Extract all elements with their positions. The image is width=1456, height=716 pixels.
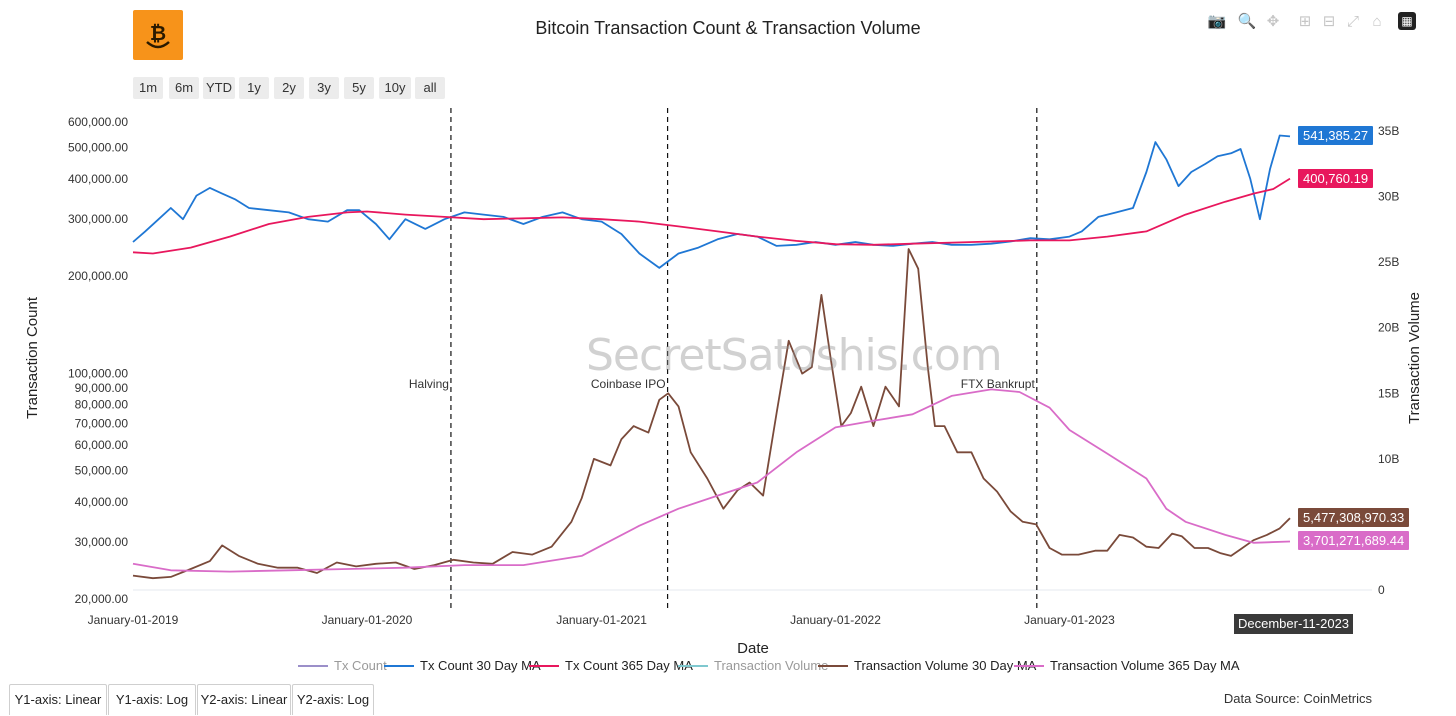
range-button-3y[interactable]: 3y <box>309 77 339 99</box>
end-label-tx-count-365-day-ma: 400,760.19 <box>1298 168 1374 188</box>
range-button-2y[interactable]: 2y <box>274 77 304 99</box>
end-label-transaction-volume-30-day-ma: 5,477,308,970.33 <box>1298 508 1410 528</box>
zoom-icon[interactable]: 🔍 <box>1237 13 1257 30</box>
plotly-logo-icon[interactable]: ▦ <box>1398 12 1416 30</box>
y2-tick-label: 25B <box>1378 255 1399 269</box>
x-tick-label: January-01-2022 <box>790 613 881 627</box>
range-button-1m[interactable]: 1m <box>133 77 163 99</box>
y1-tick-label: 20,000.00 <box>75 592 129 606</box>
logo: ₿ <box>133 10 183 60</box>
legend-swatch <box>298 664 328 667</box>
axis-tab-y1-axis-linear[interactable]: Y1-axis: Linear <box>9 684 107 715</box>
legend-item-transaction-volume-365-day-ma[interactable]: Transaction Volume 365 Day MA <box>1014 658 1240 673</box>
y1-axis-title: Transaction Count <box>24 296 41 419</box>
y2-tick-label: 15B <box>1378 386 1399 400</box>
autoscale-icon[interactable]: ⤢ <box>1346 12 1359 30</box>
legend-item-transaction-volume-30-day-ma[interactable]: Transaction Volume 30 Day MA <box>818 658 1036 673</box>
axis-tab-y1-axis-log[interactable]: Y1-axis: Log <box>108 684 196 715</box>
legend-label: Tx Count 365 Day MA <box>565 658 693 673</box>
range-button-ytd[interactable]: YTD <box>203 77 235 99</box>
legend-label: Transaction Volume <box>714 658 829 673</box>
legend: Tx Count Tx Count 30 Day MA Tx Count 365 D… <box>0 656 1456 676</box>
y1-tick-label: 80,000.00 <box>75 398 129 412</box>
range-button-5y[interactable]: 5y <box>344 77 374 99</box>
range-button-all[interactable]: all <box>415 77 445 99</box>
annotation-label: Coinbase IPO <box>591 377 666 391</box>
range-button-10y[interactable]: 10y <box>379 77 411 99</box>
y1-tick-label: 40,000.00 <box>75 495 129 509</box>
pan-icon[interactable]: ✥ <box>1266 13 1280 30</box>
y1-tick-label: 60,000.00 <box>75 438 129 452</box>
zoom-in-icon[interactable]: ⊞ <box>1298 13 1312 30</box>
annotation-label: Halving <box>409 377 449 391</box>
hover-date-label: December-11-2023 <box>1234 614 1354 634</box>
y1-tick-label: 50,000.00 <box>75 463 129 477</box>
legend-swatch <box>678 664 708 667</box>
y2-tick-label: 35B <box>1378 124 1399 138</box>
axis-tab-y2-axis-log[interactable]: Y2-axis: Log <box>292 684 374 715</box>
y2-tick-label: 0 <box>1378 583 1385 597</box>
y1-tick-label: 500,000.00 <box>68 141 128 155</box>
range-button-1y[interactable]: 1y <box>239 77 269 99</box>
y2-tick-label: 10B <box>1378 452 1399 466</box>
y1-tick-label: 30,000.00 <box>75 535 129 549</box>
y1-tick-label: 400,000.00 <box>68 172 128 186</box>
legend-item-tx-count[interactable]: Tx Count <box>298 658 387 673</box>
end-label-tx-count-30-day-ma: 541,385.27 <box>1298 126 1374 146</box>
y1-tick-label: 90,000.00 <box>75 381 129 395</box>
y1-tick-label: 600,000.00 <box>68 115 128 129</box>
y1-tick-label: 200,000.00 <box>68 269 128 283</box>
end-label-transaction-volume-365-day-ma: 3,701,271,689.44 <box>1298 531 1410 551</box>
legend-item-tx-count-365-day-ma[interactable]: Tx Count 365 Day MA <box>529 658 693 673</box>
legend-item-tx-count-30-day-ma[interactable]: Tx Count 30 Day MA <box>384 658 541 673</box>
annotation-label: FTX Bankrupt <box>961 377 1036 391</box>
series-line-tx-count-365-day-ma[interactable] <box>132 177 1291 255</box>
y2-tick-label: 20B <box>1378 321 1399 335</box>
zoom-out-icon[interactable]: ⊟ <box>1322 13 1336 30</box>
series-line-transaction-volume-30-day-ma[interactable] <box>132 248 1291 580</box>
y2-axis-title: Transaction Volume <box>1406 292 1423 424</box>
legend-swatch <box>384 664 414 667</box>
series-line-transaction-volume-365-day-ma[interactable] <box>132 388 1291 573</box>
series-line-tx-count-30-day-ma[interactable] <box>132 134 1291 269</box>
legend-label: Tx Count <box>334 658 387 673</box>
x-tick-label: January-01-2021 <box>556 613 647 627</box>
camera-icon[interactable]: 📷 <box>1207 13 1227 30</box>
range-button-6m[interactable]: 6m <box>169 77 199 99</box>
legend-swatch <box>1014 664 1044 667</box>
legend-swatch <box>818 664 848 667</box>
y2-tick-label: 30B <box>1378 190 1399 204</box>
legend-label: Transaction Volume 30 Day MA <box>854 658 1037 673</box>
axis-tab-y2-axis-linear[interactable]: Y2-axis: Linear <box>197 684 291 715</box>
data-source: Data Source: CoinMetrics <box>1223 691 1372 706</box>
modebar: 📷 🔍 ✥ ⊞ ⊟ ⤢ ⌂ ▦ <box>1200 8 1430 34</box>
x-tick-label: January-01-2019 <box>88 613 179 627</box>
legend-swatch <box>529 664 559 667</box>
bitcoin-face-icon: ₿ <box>142 19 174 51</box>
y1-tick-label: 100,000.00 <box>68 366 128 380</box>
svg-text:₿: ₿ <box>150 21 166 45</box>
legend-label: Transaction Volume 365 Day MA <box>1050 658 1240 673</box>
x-tick-label: January-01-2020 <box>322 613 413 627</box>
home-icon[interactable]: ⌂ <box>1372 12 1382 30</box>
y1-tick-label: 300,000.00 <box>68 212 128 226</box>
x-axis-title: Date <box>737 640 769 657</box>
legend-item-transaction-volume[interactable]: Transaction Volume <box>678 658 828 673</box>
y1-tick-label: 70,000.00 <box>75 416 129 430</box>
x-tick-label: January-01-2023 <box>1024 613 1115 627</box>
legend-label: Tx Count 30 Day MA <box>420 658 541 673</box>
